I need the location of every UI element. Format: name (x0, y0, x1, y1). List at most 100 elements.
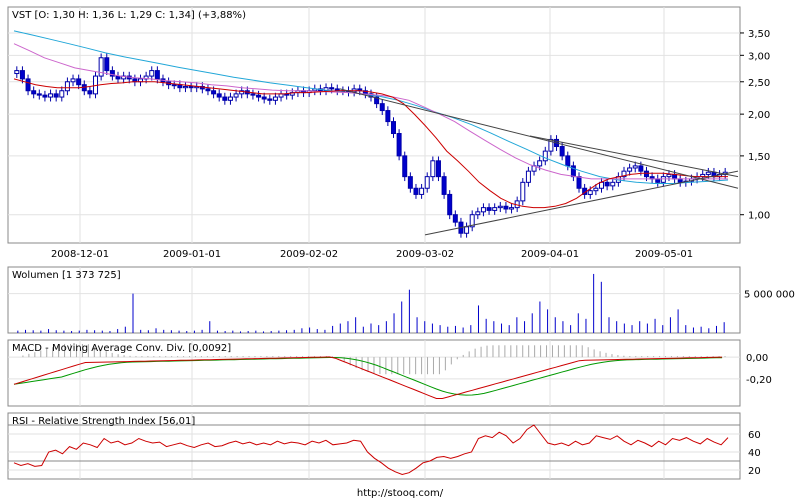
candle-body (154, 70, 160, 80)
rsi-tick-label: 20 (748, 466, 761, 477)
y-tick-label: 2,00 (748, 110, 770, 121)
candle-body (31, 90, 37, 95)
candle-body (329, 87, 335, 90)
price-panel-frame (7, 6, 741, 244)
candle-body (374, 96, 380, 105)
candle-body (385, 110, 391, 123)
x-tick-label: 2008-12-01 (51, 249, 109, 260)
candle-body (643, 170, 649, 178)
candle-body (621, 170, 627, 178)
candle-body (42, 94, 48, 98)
candle-body (413, 187, 419, 195)
grid-layer: 2008-12-01 2009-01-01 2009-02-02 2009-03-02… (8, 7, 795, 479)
y-tick-label: 1,00 (748, 211, 770, 222)
candle-body (261, 96, 267, 100)
macd-tick-label: -0,20 (746, 375, 772, 386)
candle-body (475, 211, 481, 216)
candle-body (576, 176, 582, 189)
candle-body (407, 176, 413, 189)
trendline-lower (424, 170, 739, 236)
moving-average-red (13, 78, 728, 209)
macd-signal-line (13, 357, 723, 396)
candle-body (36, 93, 42, 96)
candle-body (492, 207, 498, 211)
candle-body (503, 205, 509, 210)
candle-body (604, 181, 610, 187)
rsi-layer (13, 424, 729, 476)
candle-body (419, 187, 425, 195)
candle-body (660, 176, 666, 183)
candle-body (70, 78, 76, 83)
candle-body (98, 57, 104, 77)
volume-panel-frame (7, 266, 741, 334)
candle-body (627, 167, 633, 172)
candle-body (188, 85, 194, 89)
candle-body (610, 181, 616, 187)
rsi-panel-frame (7, 412, 741, 480)
moving-average-cyan (13, 30, 729, 184)
candle-body (250, 93, 256, 96)
y-tick-label: 3,50 (748, 29, 770, 40)
candle-body (435, 160, 441, 178)
price-panel-title: VST [O: 1,30 H: 1,36 L: 1,29 C: 1,34] (+… (12, 10, 246, 21)
candle-body (256, 94, 262, 98)
candle-body (25, 78, 31, 92)
macd-layer (13, 343, 726, 399)
candle-body (509, 207, 515, 210)
x-tick-label: 2009-04-01 (521, 249, 579, 260)
candle-body (239, 90, 245, 95)
rsi-panel-title: RSI - Relative Strength Index [56,01] (12, 416, 195, 427)
candle-body (537, 160, 543, 167)
candle-body (430, 160, 436, 178)
volume-layer (17, 273, 725, 333)
candle-body (76, 78, 82, 86)
candle-body (666, 173, 672, 178)
candle-body (109, 70, 115, 77)
candle-body (497, 205, 503, 209)
macd-panel-title: MACD - Moving Average Conv. Div. [0,0092… (12, 343, 231, 354)
y-tick-label: 1,50 (748, 152, 770, 163)
volume-panel-title: Wolumen [1 373 725] (12, 270, 121, 281)
candle-body (559, 146, 565, 157)
trendline-upper-2 (529, 135, 739, 178)
candle-body (705, 171, 711, 175)
y-tick-label: 3,00 (748, 51, 770, 62)
candle-body (115, 75, 121, 80)
candle-body (104, 57, 110, 72)
candle-body (542, 150, 548, 162)
candle-body (486, 207, 492, 211)
candle-body (171, 84, 177, 87)
candle-body (402, 155, 408, 178)
candle-body (593, 187, 599, 192)
candle-body (464, 226, 470, 234)
candle-body (548, 138, 554, 152)
candle-body (59, 90, 65, 98)
vol-tick-label: 5 000 000 (744, 290, 795, 301)
candle-body (452, 214, 458, 223)
candle-body (87, 90, 93, 95)
candle-body (447, 193, 453, 216)
candle-body (149, 70, 155, 77)
candle-body (390, 121, 396, 135)
candle-body (14, 70, 20, 75)
price-layer (13, 30, 739, 238)
candle-body (233, 93, 239, 98)
candle-body (267, 98, 273, 101)
candle-body (396, 133, 402, 157)
candle-body (272, 96, 278, 101)
candle-body (638, 165, 644, 172)
candle-body (469, 214, 475, 228)
candle-body (48, 93, 54, 98)
trendline-upper (339, 88, 739, 189)
candle-body (182, 85, 188, 89)
candle-body (655, 178, 661, 183)
candle-body (64, 81, 70, 92)
x-tick-label: 2009-03-02 (396, 249, 454, 260)
candle-body (565, 155, 571, 167)
x-tick-label: 2009-05-01 (635, 249, 693, 260)
footer-url[interactable]: http://stooq.com/ (357, 488, 444, 499)
rsi-line (13, 424, 729, 476)
candle-body (227, 96, 233, 101)
rsi-tick-label: 40 (748, 448, 761, 459)
